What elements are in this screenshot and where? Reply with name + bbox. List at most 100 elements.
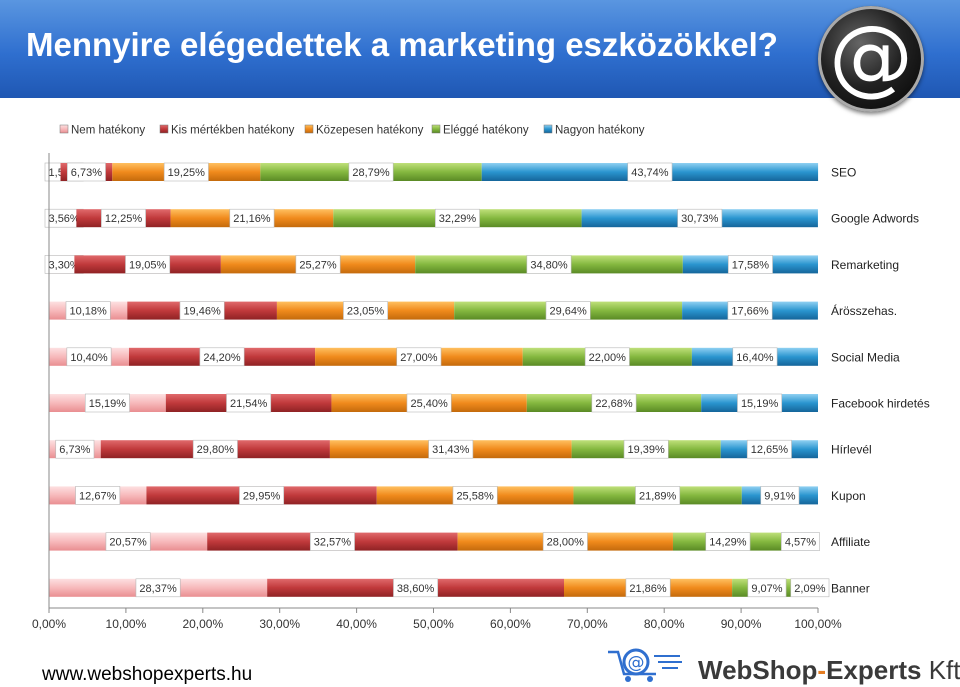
data-label: 24,20% <box>203 352 241 364</box>
category-label: Google Adwords <box>831 212 919 226</box>
legend-label-3: Eléggé hatékony <box>443 125 529 137</box>
data-label: 3,30% <box>49 259 80 271</box>
shopping-cart-icon: @ <box>608 648 682 682</box>
data-label-box <box>746 439 792 459</box>
data-label: 15,19% <box>89 398 127 410</box>
data-label-box <box>790 578 830 598</box>
category-label: SEO <box>831 166 856 180</box>
legend-swatch-0 <box>59 124 69 134</box>
brand-part2: Experts <box>826 655 922 685</box>
data-label: 34,80% <box>530 259 568 271</box>
data-label: 38,60% <box>397 583 435 595</box>
data-label-box <box>199 347 245 367</box>
data-label: 12,25% <box>105 213 143 225</box>
x-tick-label: 0,00% <box>32 617 66 631</box>
category-label: Social Media <box>831 350 900 364</box>
data-label-box <box>627 162 673 182</box>
data-label: 29,80% <box>197 444 235 456</box>
data-label-box <box>229 208 275 228</box>
data-label: 32,57% <box>314 537 352 549</box>
data-label-box <box>393 578 439 598</box>
data-label: 21,54% <box>230 398 268 410</box>
data-label: 12,67% <box>79 490 117 502</box>
legend-swatch-1 <box>159 124 169 134</box>
category-label: Facebook hirdetés <box>831 397 930 411</box>
data-label: 6,73% <box>59 444 90 456</box>
data-label: 30,73% <box>681 213 719 225</box>
chart-bars: 1,50%6,73%19,25%28,79%43,74%3,56%12,25%2… <box>44 162 830 598</box>
data-label-box <box>66 162 106 182</box>
category-label: Remarketing <box>831 258 899 272</box>
data-label-box <box>343 301 389 320</box>
data-label-box <box>625 578 671 598</box>
x-tick-label: 20,00% <box>182 617 223 631</box>
data-label-box <box>309 532 355 551</box>
brand-name: WebShop-Experts Kft. <box>698 655 960 686</box>
x-axis: 0,00% 10,00% 20,00% 30,00% 40,00% 50,00% 60,00… <box>32 153 842 631</box>
category-labels: SEO Google Adwords Remarketing Árösszehas. S… <box>831 166 930 596</box>
data-label: 17,66% <box>731 306 769 318</box>
svg-text:@: @ <box>628 653 645 673</box>
data-label-box <box>163 162 209 182</box>
legend-swatch-4 <box>543 124 553 134</box>
x-tick-label: 80,00% <box>644 617 685 631</box>
x-tick-label: 50,00% <box>413 617 454 631</box>
data-label-box <box>65 301 111 320</box>
chart-legend: Nem hatékony Kis mértékben hatékony Közepe… <box>59 124 645 137</box>
data-label-box <box>545 301 591 320</box>
data-label: 10,40% <box>70 352 108 364</box>
x-tick-label: 40,00% <box>336 617 377 631</box>
data-label-box <box>105 532 151 551</box>
data-label: 28,37% <box>139 583 177 595</box>
data-label: 31,43% <box>432 444 470 456</box>
data-label: 29,64% <box>549 306 587 318</box>
footer-url[interactable]: www.webshopexperts.hu <box>42 664 253 685</box>
data-label-box <box>101 208 146 228</box>
data-label-box <box>705 532 751 551</box>
data-label-box <box>727 301 773 320</box>
data-label-box <box>135 578 181 598</box>
data-label-box <box>192 439 238 459</box>
category-label: Banner <box>831 581 870 595</box>
data-label-box <box>55 439 95 459</box>
brand-suffix: Kft. <box>928 655 960 685</box>
data-label-box <box>125 255 171 274</box>
x-tick-label: 30,00% <box>259 617 300 631</box>
data-label: 9,07% <box>751 583 782 595</box>
data-label: 16,40% <box>736 352 774 364</box>
category-label: Hírlevél <box>831 443 872 457</box>
brand-dash: - <box>817 655 827 685</box>
data-label-box <box>727 255 773 274</box>
data-label: 21,86% <box>629 583 667 595</box>
data-label-box <box>66 347 112 367</box>
data-label-box <box>623 439 669 459</box>
data-label-box <box>526 255 572 274</box>
legend-swatch-2 <box>304 124 314 134</box>
at-sign-icon: @ <box>829 7 913 105</box>
data-label: 20,57% <box>109 537 147 549</box>
legend-swatch-3 <box>431 124 441 134</box>
data-label: 28,00% <box>547 537 585 549</box>
data-label-box <box>348 162 394 182</box>
data-label-box <box>781 532 820 551</box>
legend-label-1: Kis mértékben hatékony <box>171 125 295 137</box>
data-label: 10,18% <box>69 306 107 318</box>
category-label: Kupon <box>831 489 866 503</box>
data-label: 9,91% <box>764 490 795 502</box>
data-label: 25,27% <box>299 259 337 271</box>
data-label-box <box>584 347 630 367</box>
data-label: 19,39% <box>628 444 666 456</box>
data-label: 12,65% <box>751 444 789 456</box>
legend-label-0: Nem hatékony <box>71 125 145 137</box>
data-label-box <box>226 393 272 413</box>
data-label-box <box>179 301 225 320</box>
data-label-box <box>732 347 778 367</box>
x-tick-label: 70,00% <box>567 617 608 631</box>
data-label-box <box>84 393 130 413</box>
data-label-box <box>542 532 588 551</box>
data-label: 4,57% <box>785 537 816 549</box>
data-label-box <box>295 255 341 274</box>
data-label: 22,68% <box>595 398 633 410</box>
data-label-box <box>591 393 637 413</box>
data-label-box <box>435 208 480 228</box>
